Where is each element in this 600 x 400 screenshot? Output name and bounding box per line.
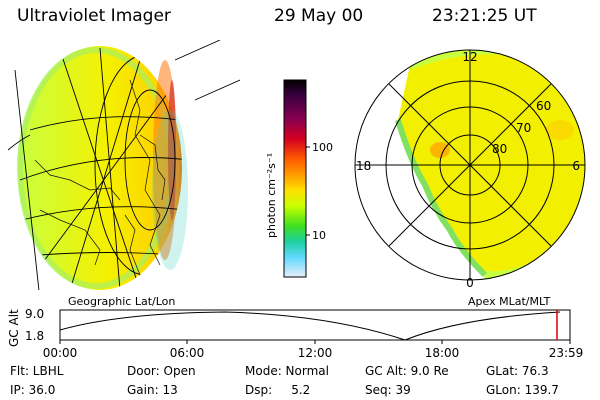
mlt-label-0: 0 [466,276,474,290]
altitude-curve [59,311,561,341]
geographic-caption: Geographic Lat/Lon [68,295,176,308]
colorbar: 100 10 photon cm⁻²s⁻¹ [265,79,333,278]
outer-grid [7,40,240,290]
altitude-tick-min: 1.8 [25,329,44,343]
altitude-axis-label: GC Alt [7,309,21,347]
observation-time: 23:21:25 UT [432,6,537,26]
altitude-tick-max: 9.0 [25,307,44,321]
altitude-ticks [59,340,571,344]
status-mode: Mode: Normal [245,364,329,378]
coastlines [34,79,166,276]
time-tick-1200: 12:00 [298,346,333,360]
colorbar-label-100: 100 [312,141,333,154]
instrument-title: Ultraviolet Imager [17,6,171,26]
status-filter: Flt: LBHL [10,364,64,378]
apex-caption: Apex MLat/MLT [468,295,551,308]
status-gc-alt: GC Alt: 9.0 Re [365,364,449,378]
globe-disc [17,46,188,290]
geographic-image [7,40,240,290]
mlt-label-12: 12 [462,50,477,64]
colorbar-scale [283,79,307,278]
status-seq: Seq: 39 [365,383,411,397]
mlat-label-60: 60 [536,99,551,113]
altitude-frame [59,309,571,341]
status-ip: IP: 36.0 [10,383,56,397]
status-dsp: Dsp: 5.2 [245,383,311,397]
time-tick-1800: 18:00 [425,346,460,360]
mlat-label-70: 70 [516,121,531,135]
time-tick-0000: 00:00 [43,346,78,360]
colorbar-unit-label: photon cm⁻²s⁻¹ [265,153,278,238]
mlt-label-18: 18 [356,159,371,173]
polar-plot: 12 18 6 0 60 70 80 [354,49,586,290]
observation-date: 29 May 00 [274,6,364,26]
altitude-plot: GC Alt 9.0 1.8 00:00 06:00 12:00 18:00 2… [7,307,584,360]
status-glat: GLat: 76.3 [486,364,549,378]
status-door: Door: Open [127,364,196,378]
mlt-label-6: 6 [572,159,580,173]
status-glon: GLon: 139.7 [486,383,559,397]
polar-grid [354,49,586,281]
mlat-label-80: 80 [492,142,507,156]
time-tick-0600: 06:00 [170,346,205,360]
status-gain: Gain: 13 [127,383,178,397]
colorbar-label-10: 10 [312,229,326,242]
time-tick-2359: 23:59 [549,346,584,360]
